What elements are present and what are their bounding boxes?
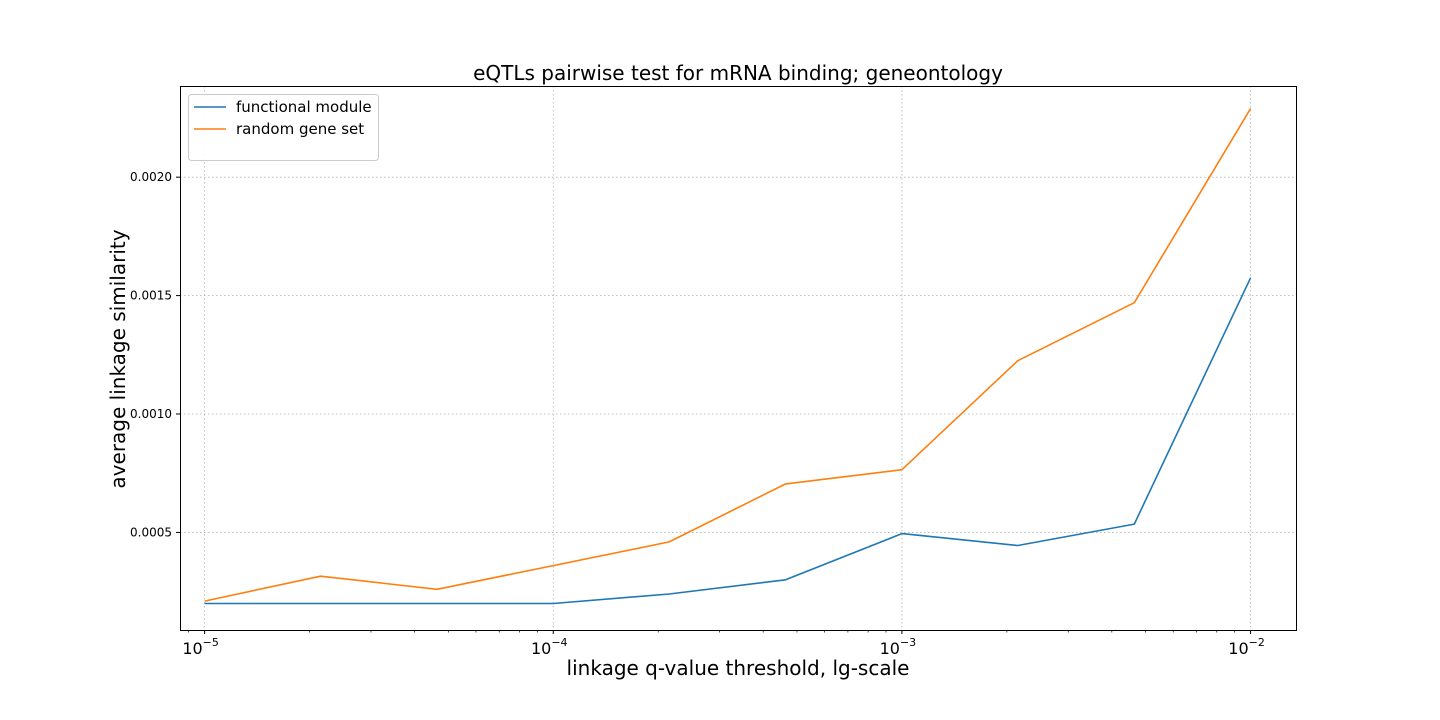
grid — [180, 86, 1296, 630]
legend-label: random gene set — [236, 120, 364, 138]
y-tick-label: 0.0010 — [130, 407, 172, 421]
x-tick-label: 10−5 — [182, 636, 219, 658]
y-tick-label: 0.0020 — [130, 170, 172, 184]
x-tick-label: 10−2 — [1228, 636, 1265, 658]
series-lines — [204, 108, 1252, 605]
x-tick-label: 10−3 — [880, 636, 917, 658]
plot-frame — [180, 86, 1297, 631]
y-axis-label: average linkage similarity — [106, 229, 130, 488]
legend-frame — [188, 94, 379, 161]
x-tick-label: 10−4 — [531, 636, 568, 658]
x-axis-label: linkage q-value threshold, lg-scale — [567, 656, 910, 680]
y-tick-label: 0.0005 — [130, 525, 172, 539]
y-tick-label: 0.0015 — [130, 289, 172, 303]
series-line-random-gene-set — [204, 108, 1252, 602]
series-line-functional-module — [204, 277, 1252, 605]
axis-ticks: 10−5 10−4 10−3 10−2 0.0005 0.0010 0.0015 0.0020 — [130, 170, 1265, 658]
legend: functional module random gene set — [188, 94, 379, 161]
legend-label: functional module — [236, 98, 372, 116]
chart-title: eQTLs pairwise test for mRNA binding; ge… — [473, 61, 1003, 85]
